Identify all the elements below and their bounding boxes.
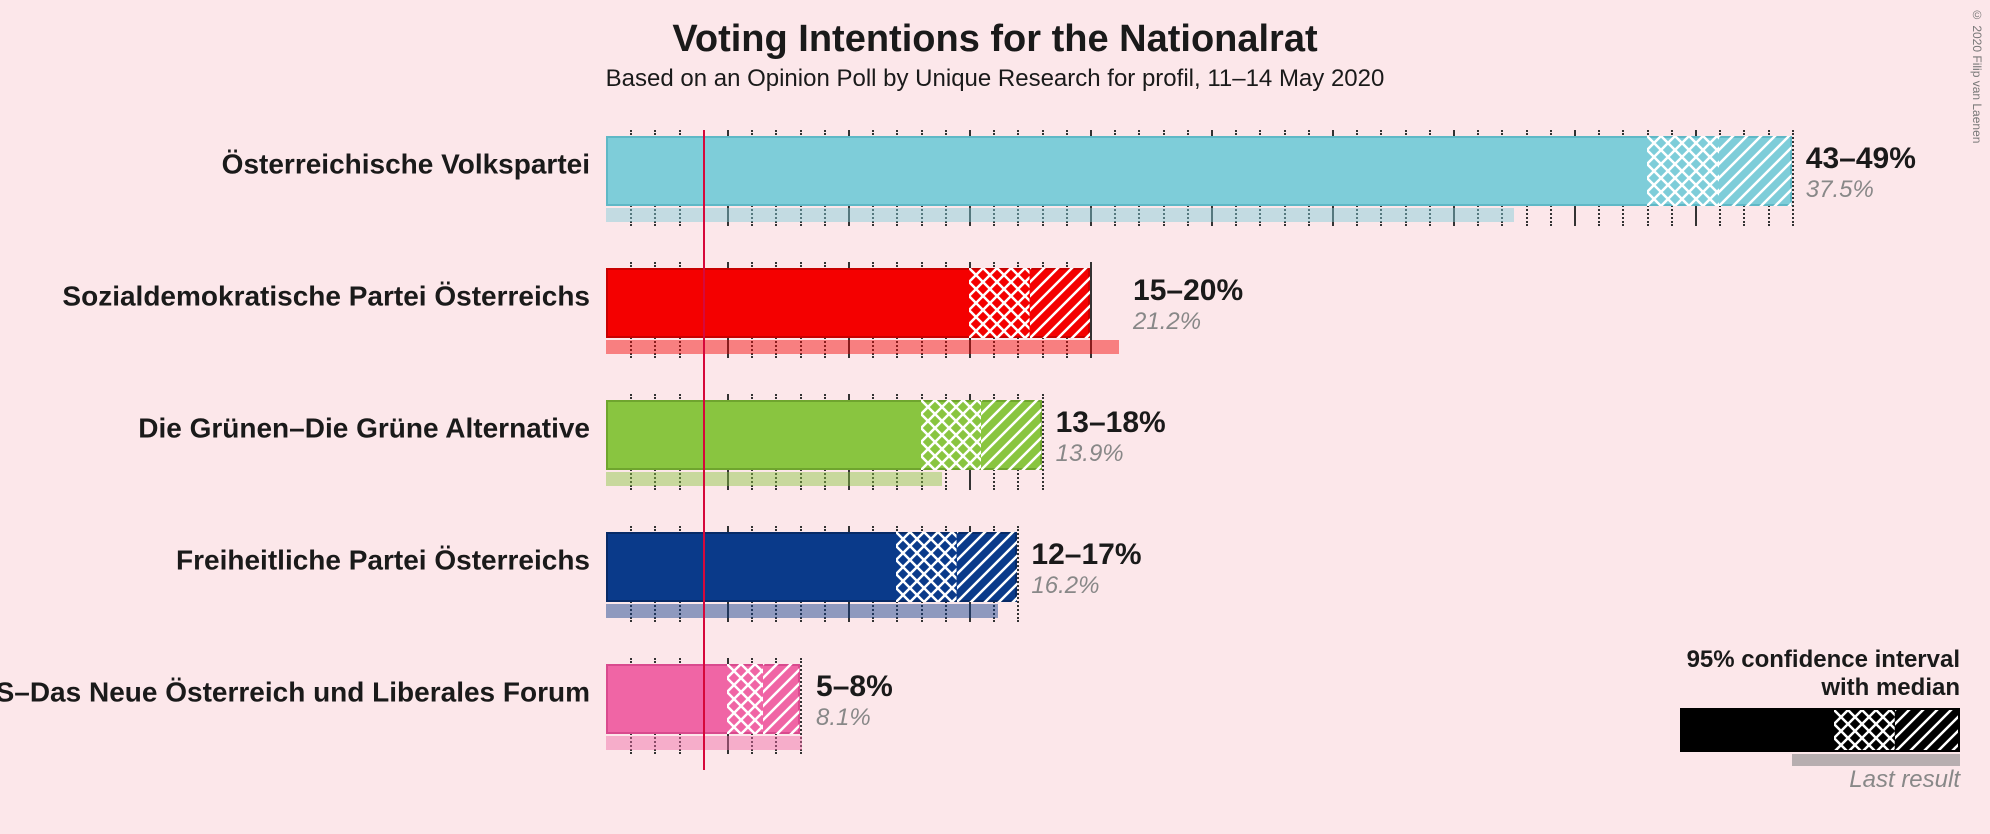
party-row: Österreichische Volkspartei43–49%37.5% — [606, 136, 1990, 206]
range-value: 43–49% — [1806, 142, 1916, 176]
legend-ci-label-1: 95% confidence interval — [1680, 646, 1960, 674]
party-label: Die Grünen–Die Grüne Alternative — [138, 413, 590, 445]
party-row: Sozialdemokratische Partei Österreichs15… — [606, 268, 1990, 338]
value-label-group: 15–20%21.2% — [1133, 274, 1243, 336]
last-value: 8.1% — [816, 704, 893, 732]
value-label-group: 13–18%13.9% — [1056, 406, 1166, 468]
ci-crosshatch — [969, 268, 1030, 338]
range-value: 5–8% — [816, 670, 893, 704]
last-result-bar — [606, 208, 1514, 222]
threshold-line — [703, 130, 705, 770]
ci-crosshatch — [921, 400, 982, 470]
ci-crosshatch — [896, 532, 957, 602]
ci-crosshatch — [1647, 136, 1720, 206]
legend-last-label: Last result — [1680, 766, 1960, 794]
party-label: NEOS–Das Neue Österreich und Liberales F… — [0, 677, 590, 709]
ci-diaghatch — [981, 400, 1042, 470]
value-label-group: 43–49%37.5% — [1806, 142, 1916, 204]
value-label-group: 12–17%16.2% — [1031, 538, 1141, 600]
grid-tick — [1017, 526, 1019, 622]
last-result-bar — [606, 340, 1119, 354]
last-value: 13.9% — [1056, 440, 1166, 468]
range-value: 12–17% — [1031, 538, 1141, 572]
value-label-group: 5–8%8.1% — [816, 670, 893, 732]
ci-bar — [606, 136, 1792, 206]
chart-subtitle: Based on an Opinion Poll by Unique Resea… — [0, 61, 1990, 93]
party-label: Österreichische Volkspartei — [222, 149, 590, 181]
grid-tick — [1792, 130, 1794, 226]
ci-diaghatch — [763, 664, 799, 734]
last-result-bar — [606, 472, 942, 486]
ci-diaghatch — [1030, 268, 1091, 338]
last-value: 21.2% — [1133, 308, 1243, 336]
last-value: 16.2% — [1031, 572, 1141, 600]
legend-last-bar — [1792, 754, 1960, 766]
last-value: 37.5% — [1806, 176, 1916, 204]
chart-title: Voting Intentions for the Nationalrat — [0, 0, 1990, 61]
legend-ci-label-2: with median — [1680, 674, 1960, 702]
ci-crosshatch — [727, 664, 763, 734]
grid-tick — [1042, 394, 1044, 490]
party-label: Sozialdemokratische Partei Österreichs — [62, 281, 590, 313]
legend: 95% confidence interval with median Last… — [1680, 646, 1960, 794]
range-value: 13–18% — [1056, 406, 1166, 440]
party-label: Freiheitliche Partei Österreichs — [176, 545, 590, 577]
ci-diaghatch — [957, 532, 1018, 602]
range-value: 15–20% — [1133, 274, 1243, 308]
party-row: Die Grünen–Die Grüne Alternative13–18%13… — [606, 400, 1990, 470]
legend-ci-bar — [1680, 708, 1960, 752]
last-result-bar — [606, 604, 998, 618]
party-row: Freiheitliche Partei Österreichs12–17%16… — [606, 532, 1990, 602]
ci-diaghatch — [1719, 136, 1792, 206]
